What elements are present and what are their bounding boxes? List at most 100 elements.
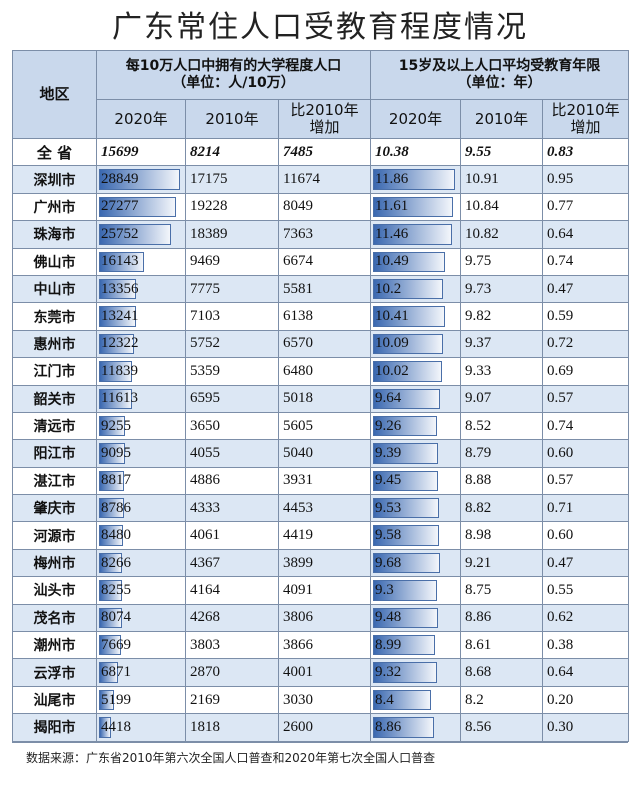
data-bar	[373, 635, 436, 656]
region-cell: 云浮市	[12, 658, 97, 687]
value-cell: 8.79	[460, 439, 544, 468]
value-cell: 8214	[185, 137, 279, 167]
table-row: 东莞市 13241 7103 6138 10.41 9.82 0.59	[12, 302, 630, 331]
cell-text: 3650	[190, 417, 220, 434]
value-cell: 5359	[185, 357, 279, 386]
value-cell: 18389	[185, 220, 279, 249]
cell-text: 0.20	[547, 691, 574, 708]
data-bar	[99, 443, 125, 464]
cell-text: 10.41	[375, 308, 409, 325]
cell-text: 9.82	[465, 308, 492, 325]
value-cell: 5040	[277, 439, 372, 468]
header-row: 2020年 2010年 比2010年 增加 2020年 2010年 比2010年 增加	[13, 99, 630, 139]
cell-text: 8.86	[465, 609, 492, 626]
data-bar	[373, 662, 438, 683]
cell-text: 7363	[283, 225, 313, 242]
value-cell: 11839	[96, 357, 186, 386]
region-cell: 东莞市	[12, 302, 97, 331]
cell-text: 6570	[283, 335, 313, 352]
cell-text: 10.49	[375, 253, 409, 270]
value-cell: 8074	[96, 603, 186, 633]
value-cell: 4886	[185, 466, 279, 496]
value-cell: 10.38	[370, 137, 462, 167]
group-title: 每10万人口中拥有的大学程度人口	[125, 58, 342, 74]
value-cell: 8.4	[370, 685, 462, 715]
data-bar	[373, 443, 438, 464]
data-bar	[99, 689, 114, 711]
value-cell: 9.32	[370, 658, 462, 687]
value-cell: 0.77	[542, 192, 630, 222]
region-cell: 珠海市	[12, 220, 97, 249]
cell-text: 9.07	[465, 390, 492, 407]
value-cell: 0.60	[542, 521, 630, 550]
cell-text: 19228	[190, 198, 228, 215]
cell-text: 0.64	[547, 664, 574, 681]
cell-text: 0.71	[547, 499, 574, 516]
value-cell: 0.64	[542, 658, 630, 687]
cell-text: 8.68	[465, 664, 492, 681]
data-bar	[99, 306, 137, 327]
cell-text: 11.86	[375, 171, 409, 188]
value-cell: 10.82	[460, 220, 544, 249]
cell-text: 10.02	[375, 362, 409, 379]
table-row: 汕头市 8255 4164 4091 9.3 8.75 0.55	[12, 576, 630, 605]
cell-text: 9.39	[375, 444, 402, 461]
cell-text: 3931	[283, 472, 313, 489]
data-bar	[373, 306, 445, 327]
cell-text: 6595	[190, 390, 220, 407]
table-row: 阳江市 9095 4055 5040 9.39 8.79 0.60	[12, 439, 630, 468]
value-cell: 5581	[277, 274, 372, 304]
cell-text: 17175	[190, 171, 228, 188]
value-cell: 6871	[96, 658, 186, 687]
data-bar	[373, 607, 439, 629]
value-cell: 9.73	[460, 274, 544, 304]
value-cell: 25752	[96, 220, 186, 249]
value-cell: 7363	[277, 220, 372, 249]
header-row: 地区 每10万人口中拥有的大学程度人口 （单位：人/10万） 15岁及以上人口平均受教…	[12, 50, 630, 139]
cell-text: 10.38	[375, 143, 409, 160]
cell-text: 3803	[190, 636, 220, 653]
data-bar	[99, 333, 134, 355]
value-cell: 27277	[96, 192, 186, 222]
cell-text: 4001	[283, 664, 313, 681]
value-cell: 8786	[96, 494, 186, 523]
cell-text: 9469	[190, 253, 220, 270]
region-cell: 揭阳市	[12, 713, 97, 742]
table-row: 韶关市 11613 6595 5018 9.64 9.07 0.57	[12, 384, 630, 413]
value-cell: 10.84	[460, 192, 544, 222]
cell-text: 8049	[283, 198, 313, 215]
value-cell: 16143	[96, 247, 186, 276]
cell-text: 6480	[283, 362, 313, 379]
value-cell: 3899	[277, 548, 372, 578]
table-row: 中山市 13356 7775 5581 10.2 9.73 0.47	[12, 274, 630, 304]
value-cell: 6595	[185, 384, 279, 413]
value-cell: 11.46	[370, 220, 462, 249]
cell-text: 2870	[190, 664, 220, 681]
data-bar	[99, 635, 121, 656]
cell-text: 27277	[101, 198, 139, 215]
value-cell: 4061	[185, 521, 279, 550]
cell-text: 9.75	[465, 253, 492, 270]
value-cell: 4164	[185, 576, 279, 605]
value-cell: 9.07	[460, 384, 544, 413]
cell-text: 0.55	[547, 581, 574, 598]
region-cell: 汕尾市	[12, 685, 97, 715]
data-bar	[99, 415, 125, 437]
cell-text: 5752	[190, 335, 220, 352]
data-bar	[373, 525, 440, 546]
region-cell: 阳江市	[12, 439, 97, 468]
cell-text: 0.74	[547, 253, 574, 270]
cell-text: 15699	[101, 143, 139, 160]
cell-text: 4055	[190, 444, 220, 461]
column-header-line: 增加	[570, 118, 601, 136]
data-bar	[373, 251, 446, 272]
cell-text: 7485	[283, 143, 313, 160]
data-bar	[373, 689, 431, 711]
table-row: 全 省 15699 8214 7485 10.38 9.55 0.83	[12, 137, 630, 167]
value-cell: 8.82	[460, 494, 544, 523]
cell-text: 0.47	[547, 280, 574, 297]
data-bar	[373, 717, 435, 738]
cell-text: 0.57	[547, 472, 574, 489]
cell-text: 8786	[101, 499, 131, 516]
value-cell: 12322	[96, 329, 186, 359]
